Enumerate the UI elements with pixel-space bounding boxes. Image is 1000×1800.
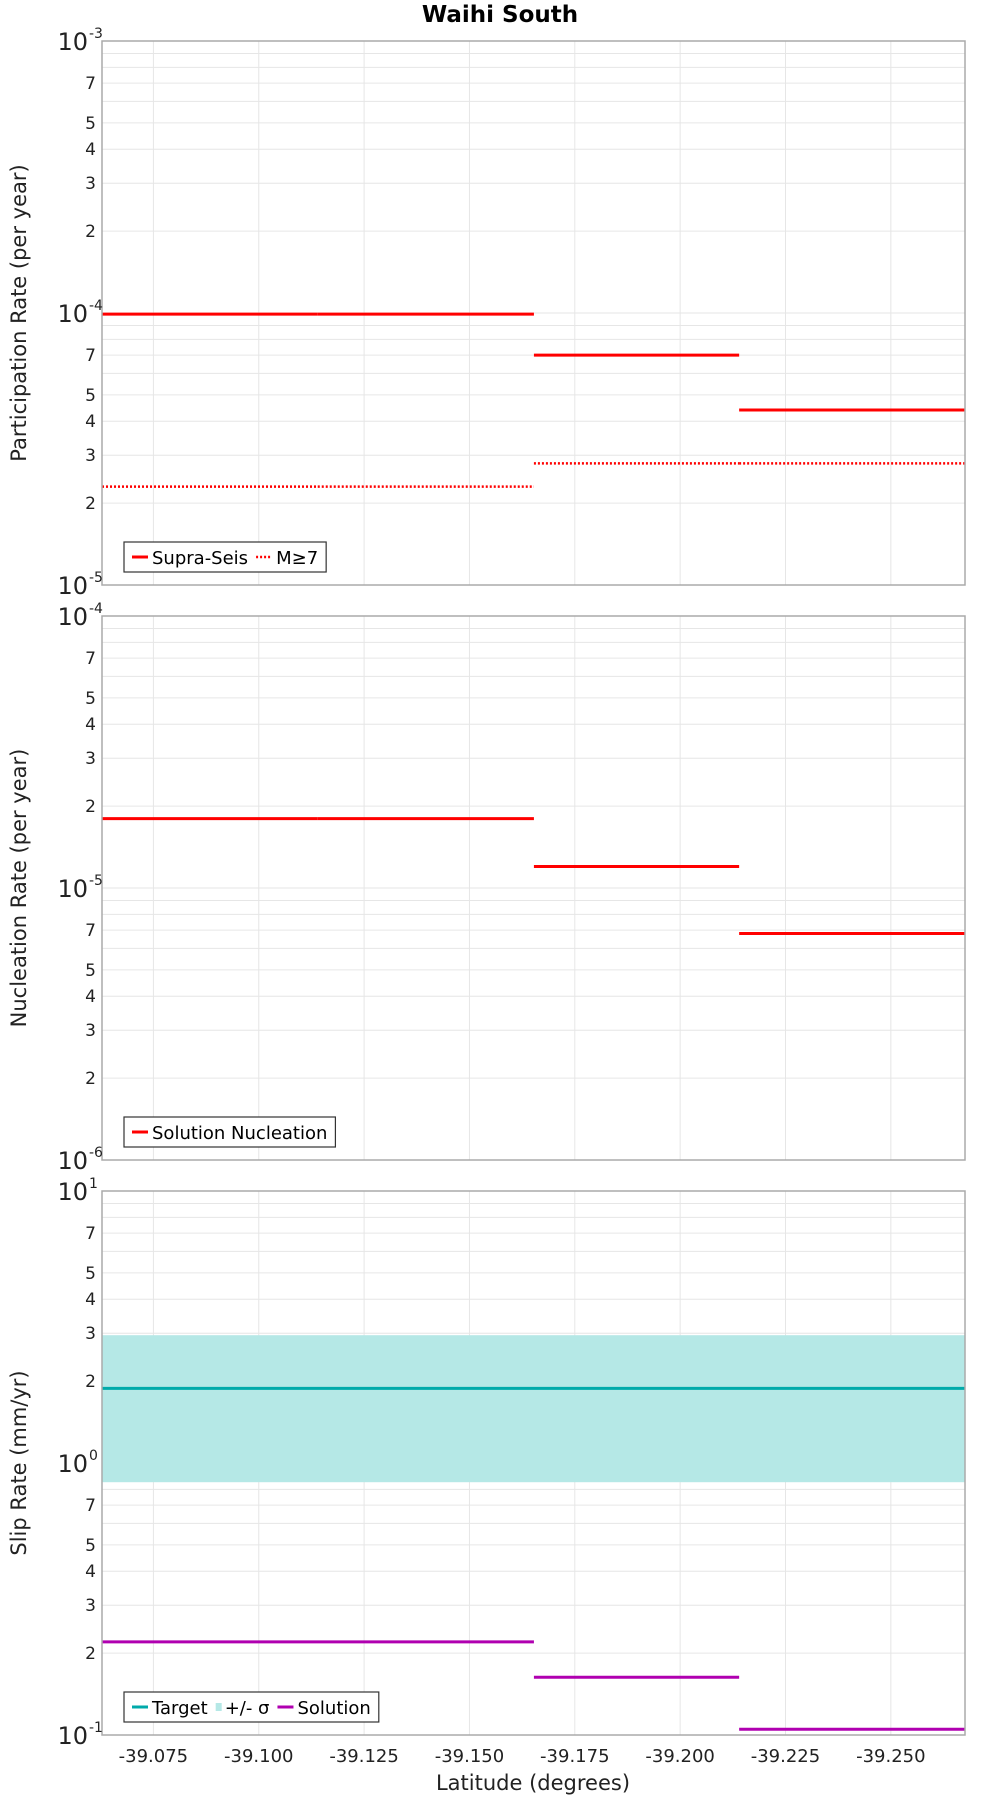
series-m-7 xyxy=(102,462,965,488)
y-tick-label-decade: 10 xyxy=(57,1450,88,1478)
y-tick-label: 2 xyxy=(85,797,96,817)
y-tick-label: 5 xyxy=(85,1264,96,1284)
legend-label: Target xyxy=(151,1698,208,1719)
legend: Supra-Seis M≥7 xyxy=(123,541,327,573)
legend-item: +/- σ xyxy=(215,1698,270,1719)
series-solution-nucleation xyxy=(102,817,965,936)
x-tick-label: -39.175 xyxy=(540,1746,609,1767)
legend-background xyxy=(124,542,327,572)
y-tick-label: 2 xyxy=(85,1372,96,1392)
y-tick-label: 2 xyxy=(85,222,96,242)
legend-label: Solution Nucleation xyxy=(152,1123,327,1144)
y-tick-label: 2 xyxy=(85,1069,96,1089)
y-tick-label: 3 xyxy=(85,446,96,466)
legend-item: Solution xyxy=(277,1698,371,1719)
legend-label: +/- σ xyxy=(225,1698,270,1719)
legend-item: Supra-Seis xyxy=(132,548,248,569)
plot-frame xyxy=(101,40,966,586)
legend-swatch xyxy=(215,1703,222,1711)
grid xyxy=(102,615,965,1161)
sigma-band xyxy=(102,1335,965,1483)
series-solution xyxy=(102,1640,965,1731)
y-tick-label: 3 xyxy=(85,1324,96,1344)
y-tick-label: 5 xyxy=(85,961,96,981)
y-tick-label-exponent: -6 xyxy=(89,1145,103,1161)
y-tick-label-exponent: 0 xyxy=(89,1448,98,1464)
x-axis-label: Latitude (degrees) xyxy=(436,1771,630,1795)
y-tick-label: 3 xyxy=(85,1021,96,1041)
x-tick-label: -39.100 xyxy=(224,1746,293,1767)
y-axis-label: Slip Rate (mm/yr) xyxy=(7,1370,31,1555)
y-tick-label: 4 xyxy=(85,412,96,432)
y-tick-label-decade: 10 xyxy=(57,1178,88,1206)
y-tick-label: 4 xyxy=(85,1562,96,1582)
plot-frame xyxy=(101,615,966,1161)
y-tick-label-decade: 10 xyxy=(57,603,88,631)
legend-item: M≥7 xyxy=(256,548,318,569)
x-tick-label: -39.200 xyxy=(645,1746,714,1767)
legend-background xyxy=(124,1692,379,1722)
y-tick-label: 4 xyxy=(85,715,96,735)
legend: Target +/- σ Solution xyxy=(123,1691,380,1723)
y-tick-label: 4 xyxy=(85,987,96,1007)
y-tick-label: 2 xyxy=(85,1644,96,1664)
y-tick-label: 2 xyxy=(85,494,96,514)
y-tick-label-decade: 10 xyxy=(57,572,88,600)
y-tick-label-exponent: -4 xyxy=(89,601,103,617)
legend-item: Solution Nucleation xyxy=(132,1123,327,1144)
y-tick-label-exponent: -3 xyxy=(89,26,103,42)
y-tick-label: 7 xyxy=(85,346,96,366)
plot-frame xyxy=(101,1190,966,1736)
y-tick-label-exponent: 1 xyxy=(89,1176,98,1192)
legend-background xyxy=(124,1117,336,1147)
y-tick-label: 3 xyxy=(85,749,96,769)
x-tick-label: -39.225 xyxy=(751,1746,820,1767)
y-tick-label-decade: 10 xyxy=(57,875,88,903)
series-supra-seis xyxy=(102,312,965,412)
y-tick-label-decade: 10 xyxy=(57,1722,88,1750)
y-tick-label: 7 xyxy=(85,649,96,669)
y-tick-label: 7 xyxy=(85,74,96,94)
y-tick-label: 4 xyxy=(85,1290,96,1310)
y-tick-label-exponent: -4 xyxy=(89,298,103,314)
x-tick-label: -39.125 xyxy=(329,1746,398,1767)
y-tick-label: 5 xyxy=(85,386,96,406)
y-tick-label-decade: 10 xyxy=(57,1147,88,1175)
legend-label: Supra-Seis xyxy=(152,548,248,569)
legend-label: M≥7 xyxy=(276,548,318,569)
y-tick-label: 5 xyxy=(85,689,96,709)
y-tick-label: 3 xyxy=(85,174,96,194)
x-tick-label: -39.250 xyxy=(856,1746,925,1767)
y-tick-label: 3 xyxy=(85,1596,96,1616)
y-tick-label: 4 xyxy=(85,140,96,160)
legend-box xyxy=(123,1691,380,1723)
y-tick-label-exponent: -5 xyxy=(89,570,103,586)
legend-item: Target xyxy=(132,1698,208,1719)
y-axis-label: Nucleation Rate (per year) xyxy=(7,749,31,1028)
legend: Solution Nucleation xyxy=(123,1116,337,1148)
legend-box xyxy=(123,541,327,573)
y-tick-label: 7 xyxy=(85,1224,96,1244)
x-tick-label: -39.150 xyxy=(435,1746,504,1767)
legend-label: Solution xyxy=(297,1698,370,1719)
y-tick-label: 5 xyxy=(85,114,96,134)
legend-box xyxy=(123,1116,337,1148)
y-tick-label: 5 xyxy=(85,1536,96,1556)
y-tick-label-decade: 10 xyxy=(57,300,88,328)
y-tick-label: 7 xyxy=(85,1496,96,1516)
y-tick-label-exponent: -1 xyxy=(89,1720,103,1736)
chart-title: Waihi South xyxy=(422,2,578,28)
y-axis-label: Participation Rate (per year) xyxy=(7,164,31,461)
y-tick-label: 7 xyxy=(85,921,96,941)
y-tick-label-exponent: -5 xyxy=(89,873,103,889)
x-tick-label: -39.075 xyxy=(119,1746,188,1767)
y-tick-label-decade: 10 xyxy=(57,28,88,56)
